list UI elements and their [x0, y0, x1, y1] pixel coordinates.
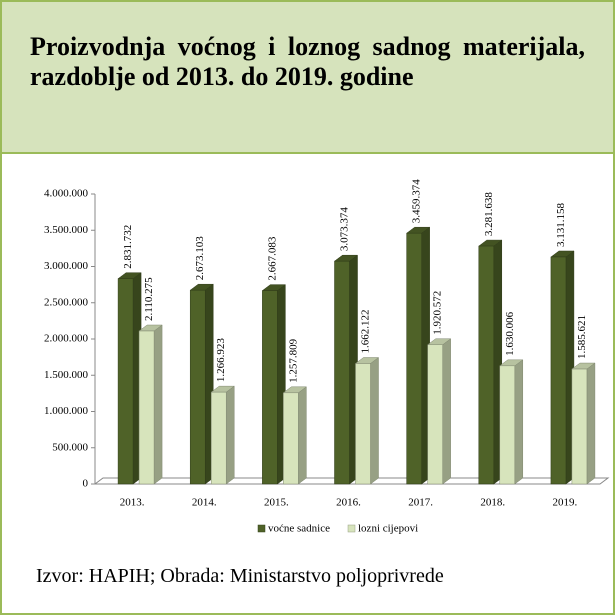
bar [262, 290, 278, 485]
bar [210, 391, 227, 485]
bar [478, 245, 495, 485]
bar-side [442, 338, 451, 485]
bar-side [514, 359, 524, 485]
y-tick-label: 2.500.000 [44, 296, 89, 308]
x-tick-label: 2013. [120, 497, 145, 509]
bar [571, 368, 588, 485]
x-tick-label: 2014. [192, 497, 217, 509]
x-tick-label: 2018. [480, 497, 505, 509]
legend-swatch [257, 524, 266, 533]
bar [355, 363, 371, 485]
bar-side [298, 386, 307, 485]
y-tick-label: 4.000.000 [44, 188, 89, 200]
data-label: 3.459.374 [411, 179, 423, 224]
bar [189, 289, 206, 485]
bar-side [225, 385, 235, 485]
bar [138, 330, 155, 485]
y-tick-label: 0 [83, 478, 89, 490]
data-label: 3.073.374 [339, 207, 351, 252]
y-tick-label: 500.000 [52, 441, 88, 453]
y-tick-label: 2.000.000 [44, 333, 89, 345]
bar-side [153, 324, 163, 485]
data-label: 2.667.083 [266, 236, 278, 281]
bar [117, 278, 134, 485]
data-label: 1.662.122 [360, 309, 372, 353]
data-label: 1.630.006 [504, 311, 516, 356]
chart-title: Proizvodnja voćnog i loznog sadnog mater… [30, 32, 585, 91]
data-label: 2.673.103 [194, 236, 206, 281]
bar [550, 256, 567, 485]
x-tick-label: 2016. [336, 497, 361, 509]
bar [499, 365, 516, 485]
data-label: 1.920.572 [432, 291, 444, 335]
data-label: 1.266.923 [215, 338, 227, 383]
y-tick-label: 3.000.000 [44, 260, 89, 272]
y-tick-label: 1.500.000 [44, 369, 89, 381]
x-tick-label: 2015. [264, 497, 289, 509]
x-tick-label: 2017. [408, 497, 433, 509]
data-label: 3.131.158 [555, 202, 567, 247]
data-label: 1.257.809 [287, 338, 299, 383]
bar [406, 232, 422, 485]
header: Proizvodnja voćnog i loznog sadnog mater… [2, 2, 613, 154]
y-tick-label: 1.000.000 [44, 405, 89, 417]
legend-swatch [347, 524, 356, 533]
data-label: 2.831.732 [122, 225, 134, 269]
data-label: 3.281.638 [483, 192, 495, 237]
legend-label: lozni cijepovi [358, 523, 418, 535]
bar-side [370, 356, 379, 485]
bar [283, 392, 299, 485]
legend-label: voćne sadnice [268, 523, 330, 535]
x-tick-label: 2019. [553, 497, 578, 509]
source-note: Izvor: HAPIH; Obrada: Ministarstvo poljo… [36, 565, 444, 587]
y-tick-label: 3.500.000 [44, 224, 89, 236]
data-label: 2.110.275 [143, 277, 155, 321]
data-label: 1.585.621 [576, 315, 588, 359]
bar [334, 260, 350, 485]
bar [427, 344, 443, 485]
bar-side [586, 362, 596, 485]
